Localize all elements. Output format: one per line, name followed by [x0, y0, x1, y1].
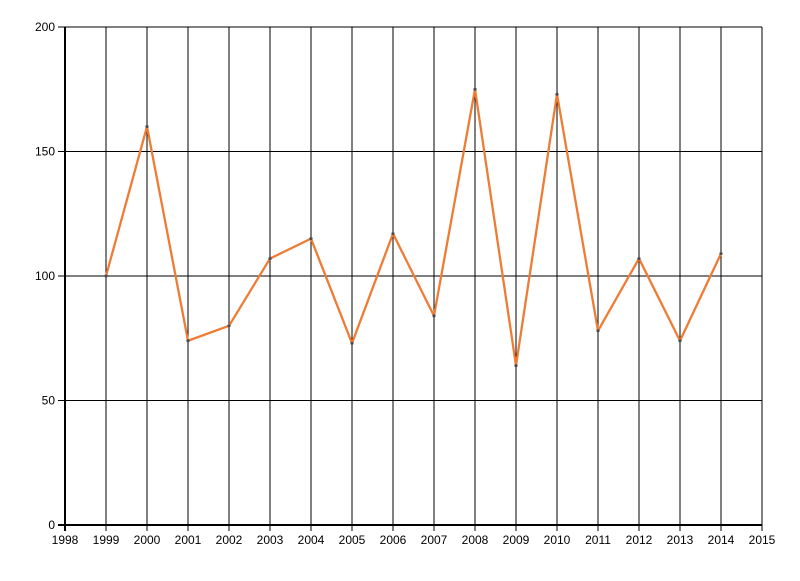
- x-tick-label: 2007: [421, 533, 448, 547]
- x-tick-label: 2002: [216, 533, 243, 547]
- series-line: [104, 88, 723, 367]
- x-tick-label: 2010: [544, 533, 571, 547]
- data-point-marker: [350, 341, 354, 345]
- x-tick-label: 2012: [626, 533, 653, 547]
- data-point-marker: [678, 339, 682, 343]
- x-tick-label: 2004: [298, 533, 325, 547]
- data-point-marker: [555, 92, 559, 96]
- data-point-marker: [391, 232, 395, 236]
- x-tick-label: 2000: [134, 533, 161, 547]
- y-tick-label: 200: [35, 20, 55, 34]
- y-tick-label: 50: [42, 394, 56, 408]
- data-point-marker: [186, 339, 190, 343]
- y-tick-label: 0: [48, 518, 55, 532]
- data-point-marker: [637, 256, 641, 261]
- data-point-marker: [514, 364, 518, 368]
- x-tick-label: 2008: [462, 533, 489, 547]
- x-tick-label: 2009: [503, 533, 530, 547]
- x-tick-label: 2013: [667, 533, 694, 547]
- data-point-marker: [719, 251, 723, 256]
- data-point-marker: [227, 324, 231, 328]
- data-point-marker: [268, 256, 272, 261]
- y-tick-label: 100: [35, 269, 55, 283]
- data-point-marker: [432, 314, 436, 318]
- x-tick-label: 2014: [708, 533, 735, 547]
- data-point-marker: [145, 125, 149, 129]
- x-tick-label: 2001: [175, 533, 202, 547]
- x-tick-label: 1999: [93, 533, 120, 547]
- x-tick-label: 2011: [585, 533, 611, 547]
- data-point-marker: [309, 237, 313, 241]
- data-point-marker: [596, 329, 600, 333]
- y-tick-label: 150: [35, 145, 55, 159]
- x-tick-label: 2015: [749, 533, 776, 547]
- x-tick-label: 2005: [339, 533, 366, 547]
- data-point-marker: [104, 274, 108, 278]
- x-tick-label: 2003: [257, 533, 284, 547]
- data-point-marker: [473, 87, 477, 91]
- x-tick-label: 2006: [380, 533, 407, 547]
- x-tick-label: 1998: [52, 533, 79, 547]
